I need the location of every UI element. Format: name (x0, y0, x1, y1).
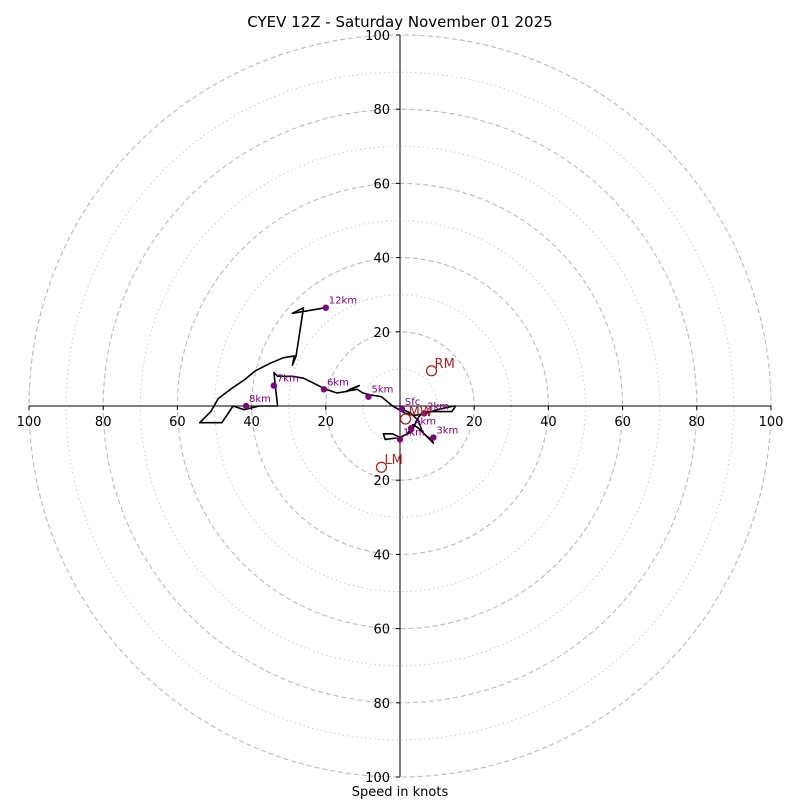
axes (29, 35, 771, 777)
height-label-8km: 8km (249, 394, 271, 405)
height-label-7km: 7km (277, 374, 299, 385)
height-label-4km: 4km (414, 416, 436, 427)
storm-motion-label-LM: LM (384, 453, 402, 468)
height-label-2km: 2km (427, 401, 449, 412)
x-tick-label: 80 (95, 415, 112, 430)
height-point-6km (320, 386, 328, 393)
y-tick-label: 40 (373, 548, 390, 563)
y-tick-label: 20 (373, 326, 390, 341)
x-tick-label: 100 (17, 415, 42, 430)
height-label-Sfc: Sfc (405, 397, 420, 408)
y-tick-label: 20 (373, 474, 390, 489)
height-point-2km (420, 410, 428, 417)
chart-title: CYEV 12Z - Saturday November 01 2025 (247, 13, 552, 31)
height-point-8km (242, 402, 250, 410)
height-label-1km: 1km (403, 427, 425, 438)
storm-motion-markers: RM LM MW (375, 357, 455, 473)
x-tick-label: 40 (540, 415, 557, 430)
hodograph-line (198, 306, 457, 444)
height-point-Sfc (398, 405, 406, 413)
y-tick-label: 60 (373, 623, 390, 638)
y-tick-label: 60 (373, 177, 390, 192)
height-point-5km (365, 393, 372, 400)
height-point-7km (270, 382, 278, 389)
x-tick-label: 20 (466, 415, 483, 430)
storm-motion-marker-MW (399, 413, 412, 425)
storm-motion-label-RM: RM (435, 357, 455, 372)
height-label-6km: 6km (327, 377, 349, 388)
wind-trace (198, 306, 457, 444)
height-point-1km (396, 436, 404, 443)
y-tick-label: 100 (365, 771, 390, 786)
storm-motion-label-MW: MW (409, 405, 433, 420)
storm-motion-marker-LM (375, 461, 388, 473)
x-tick-label: 60 (169, 415, 186, 430)
tick-labels: 100 80 60 40 20 20 40 60 80 100 100 80 60 40 20 20 40 60 8… (17, 29, 784, 786)
storm-motion-marker-RM (425, 365, 438, 377)
height-point-4km (407, 425, 415, 432)
height-label-5km: 5km (371, 385, 393, 396)
height-label-3km: 3km (436, 426, 458, 437)
x-tick-label: 80 (689, 415, 706, 430)
y-tick-label: 100 (365, 29, 390, 44)
height-point-3km (430, 434, 437, 441)
y-tick-label: 80 (373, 103, 390, 118)
y-tick-label: 80 (373, 697, 390, 712)
height-label-12km: 12km (329, 296, 357, 307)
x-axis-label: Speed in knots (352, 785, 449, 800)
height-point-12km (322, 304, 329, 311)
y-tick-label: 40 (373, 252, 390, 267)
x-tick-label: 20 (318, 415, 335, 430)
x-tick-label: 100 (759, 415, 784, 430)
x-tick-label: 60 (614, 415, 631, 430)
x-tick-label: 40 (243, 415, 260, 430)
